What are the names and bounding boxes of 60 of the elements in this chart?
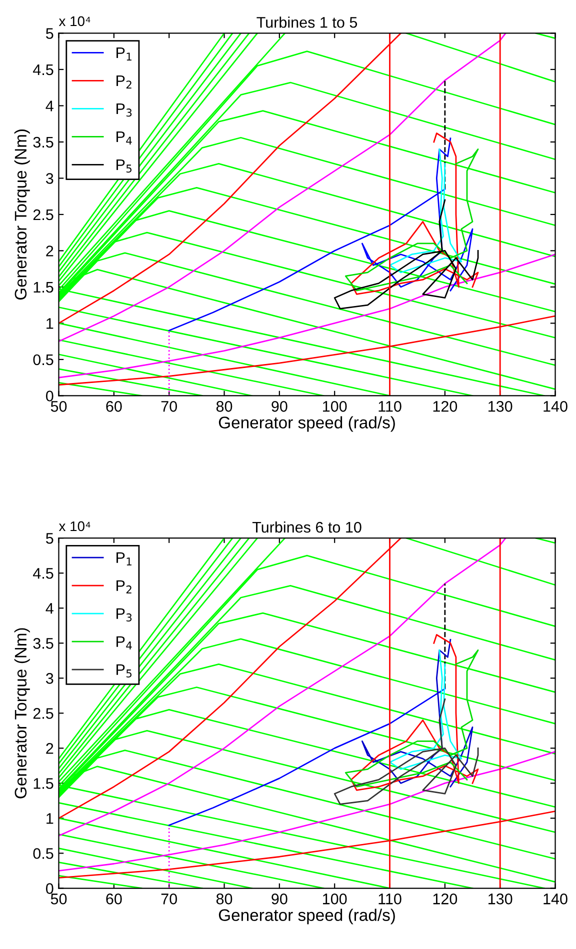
x-axis-title: Generator speed (rad/s): [218, 908, 395, 924]
x-tick-label: 90: [272, 894, 288, 904]
y-tick-label: 1.5: [34, 778, 54, 789]
x-tick-label: 90: [272, 401, 288, 412]
y-axis-title: Generator Torque (Nm): [14, 628, 30, 798]
x-tick-label: 140: [544, 894, 568, 904]
x-tick-label: 120: [433, 401, 458, 412]
text: x 10⁴: [58, 521, 90, 532]
legend-label: P$_{2}$: [116, 580, 132, 594]
y-tick-label: 5: [46, 28, 54, 39]
legend-label: P$_{4}$: [116, 131, 132, 144]
y-tick-label: 1: [46, 318, 54, 329]
y-tick-label: 1: [46, 813, 54, 824]
legend-label: P$_{3}$: [116, 608, 132, 622]
y-tick-label: 3.5: [33, 136, 54, 148]
y-tick-label: 3.5: [33, 638, 54, 649]
y-tick-label: 0.5: [33, 848, 54, 859]
y-tick-label: 4: [46, 603, 54, 614]
legend-label: P$_{2}$: [116, 75, 132, 89]
x-tick-label: 100: [323, 401, 347, 412]
x-tick-label: 130: [488, 401, 512, 412]
x-tick-label: 70: [161, 894, 177, 904]
y-tick-label: 0.5: [33, 354, 54, 366]
legend-label: P$_{1}$: [116, 552, 132, 566]
y-tick-label: 2.5: [33, 708, 54, 719]
chart-title: Turbines 1 to 5: [256, 16, 358, 28]
legend-label: P$_{5}$: [116, 159, 132, 173]
x-tick-label: 60: [106, 401, 122, 412]
y-tick-label: 3: [46, 173, 54, 184]
x-tick-label: 80: [216, 894, 232, 904]
chart-title: Turbines 6 to 10: [252, 521, 362, 533]
legend-label: P$_{1}$: [116, 47, 132, 61]
y-tick-label: 2: [46, 743, 54, 754]
x-tick-label: 120: [433, 894, 458, 904]
x-tick-label: 50: [50, 894, 67, 904]
y-axis-title: Generator Torque (Nm): [14, 130, 30, 300]
y-tick-label: 2.5: [33, 209, 54, 220]
y-tick-label: 0: [46, 390, 54, 402]
y-tick-label: 5: [46, 533, 54, 544]
y-tick-label: 3: [46, 673, 54, 684]
text: x 10⁴: [58, 16, 90, 26]
legend-label: P$_{4}$: [116, 636, 132, 650]
x-tick-label: 100: [323, 894, 347, 904]
x-tick-label: 110: [378, 401, 402, 412]
x-tick-label: 80: [216, 401, 232, 412]
y-tick-label: 1.5: [34, 282, 54, 293]
y-tick-label: 0: [46, 883, 54, 894]
legend-label: P$_{3}$: [116, 103, 132, 117]
x-tick-label: 50: [50, 401, 67, 412]
x-tick-label: 130: [488, 894, 512, 904]
x-axis-title: Generator speed (rad/s): [218, 416, 395, 432]
y-tick-label: 4.5: [33, 64, 54, 76]
x-tick-label: 70: [161, 401, 177, 412]
y-tick-label: 2: [46, 246, 54, 256]
x-tick-label: 60: [106, 894, 122, 904]
y-tick-label: 4.5: [33, 568, 54, 579]
x-tick-label: 140: [544, 401, 568, 412]
legend-label: P$_{5}$: [116, 664, 132, 678]
y-tick-label: 4: [46, 100, 54, 112]
x-tick-label: 110: [378, 894, 402, 904]
